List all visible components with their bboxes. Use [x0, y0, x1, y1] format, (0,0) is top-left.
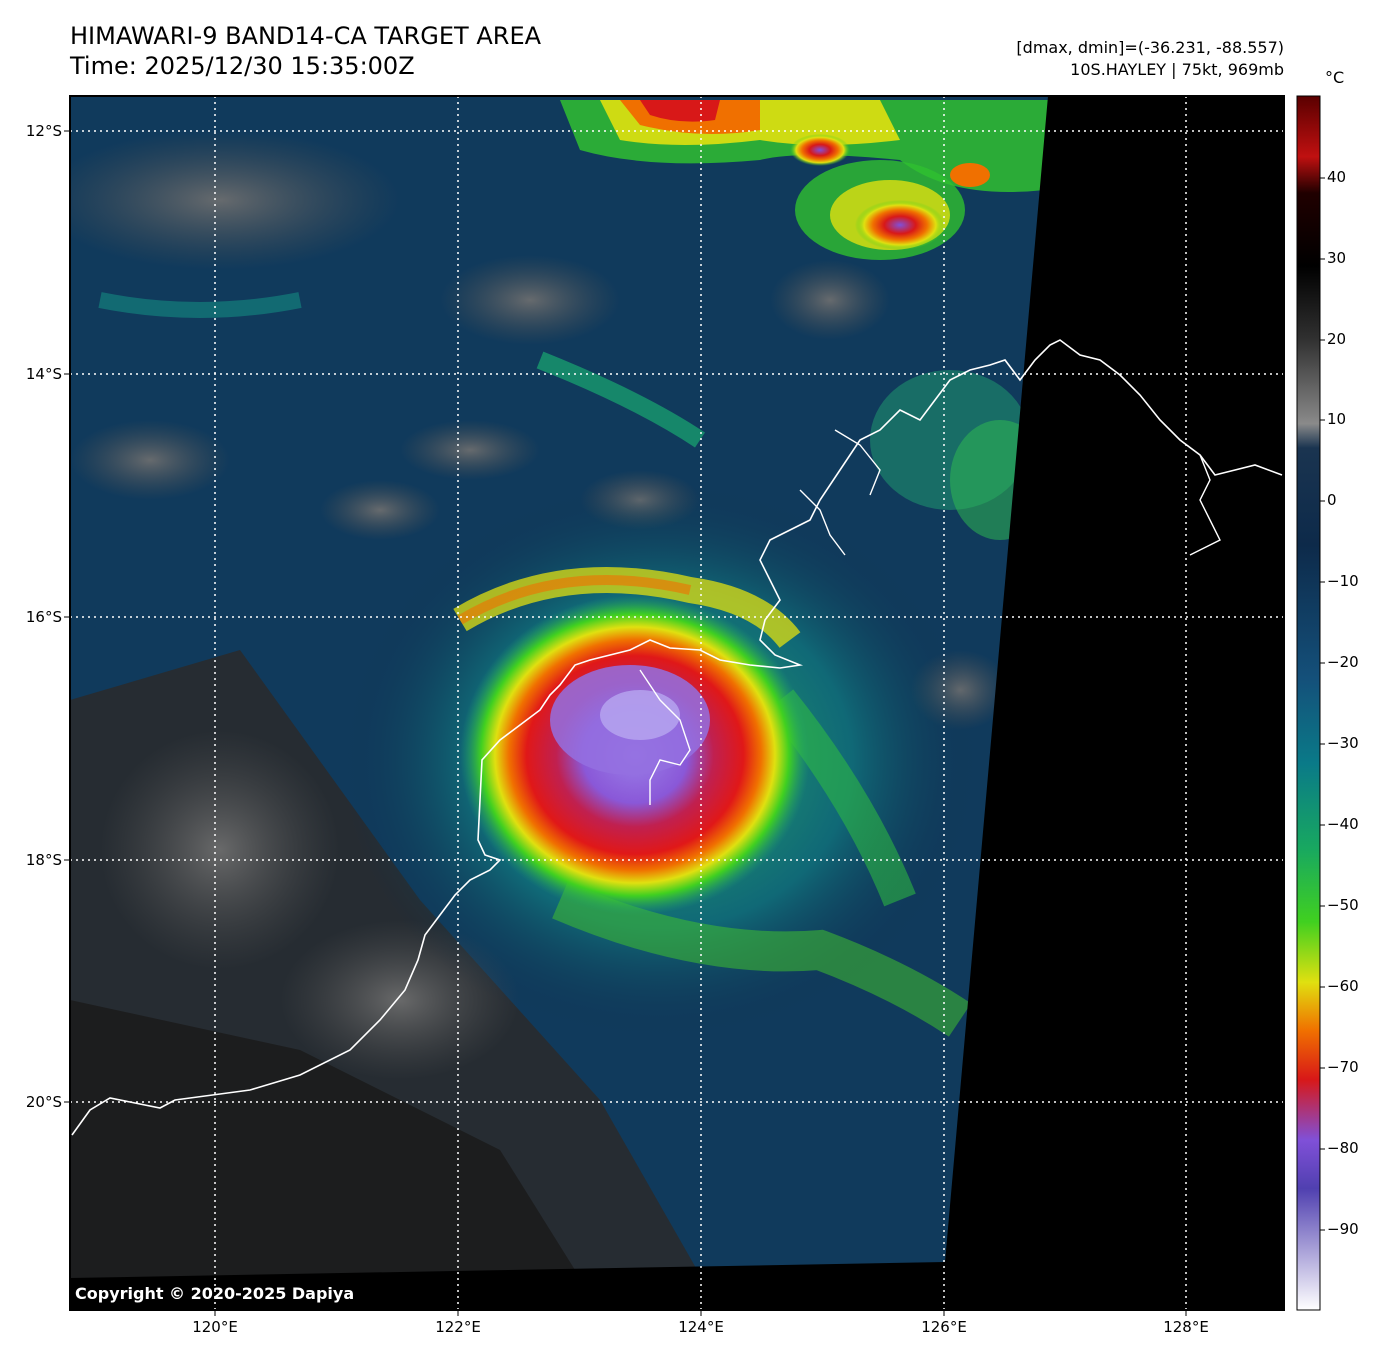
map-frame: [69, 95, 1285, 1311]
colorbar-label: −10: [1327, 572, 1359, 590]
colorbar-label: −70: [1327, 1058, 1359, 1076]
chart-title: HIMAWARI-9 BAND14-CA TARGET AREA: [70, 22, 542, 50]
lon-label-122e: 122°E: [435, 1318, 481, 1336]
colorbar-label: 20: [1327, 330, 1347, 348]
colorbar-label: −40: [1327, 815, 1359, 833]
colorbar-label: 30: [1327, 249, 1347, 267]
colorbar-label: −90: [1327, 1220, 1359, 1238]
graticule: [70, 96, 1284, 1310]
lat-label-16s: 16°S: [25, 608, 62, 626]
colorbar-label: 0: [1327, 491, 1337, 509]
lat-label-18s: 18°S: [25, 851, 62, 869]
lon-label-120e: 120°E: [192, 1318, 238, 1336]
copyright-text: Copyright © 2020-2025 Dapiya: [75, 1284, 355, 1303]
storm-info-label: 10S.HAYLEY | 75kt, 969mb: [1070, 60, 1284, 79]
dmax-dmin-label: [dmax, dmin]=(-36.231, -88.557): [1016, 38, 1284, 57]
colorbar-label: 10: [1327, 410, 1347, 428]
chart-time: Time: 2025/12/30 15:35:00Z: [70, 52, 415, 80]
colorbar-unit: °C: [1325, 68, 1345, 87]
colorbar-label: −30: [1327, 734, 1359, 752]
lon-label-126e: 126°E: [921, 1318, 967, 1336]
lat-label-14s: 14°S: [25, 365, 62, 383]
lat-label-20s: 20°S: [25, 1093, 62, 1111]
colorbar-label: −80: [1327, 1139, 1359, 1157]
colorbar-ticks: [1320, 177, 1325, 1231]
colorbar-label: −50: [1327, 896, 1359, 914]
coastline: [71, 339, 1283, 1136]
lon-label-128e: 128°E: [1163, 1318, 1209, 1336]
colorbar-label: −60: [1327, 977, 1359, 995]
lon-label-124e: 124°E: [678, 1318, 724, 1336]
lat-label-12s: 12°S: [25, 122, 62, 140]
colorbar: [1296, 95, 1321, 1311]
colorbar-label: 40: [1327, 168, 1347, 186]
no-data-region: [70, 96, 1284, 1310]
colorbar-label: −20: [1327, 653, 1359, 671]
